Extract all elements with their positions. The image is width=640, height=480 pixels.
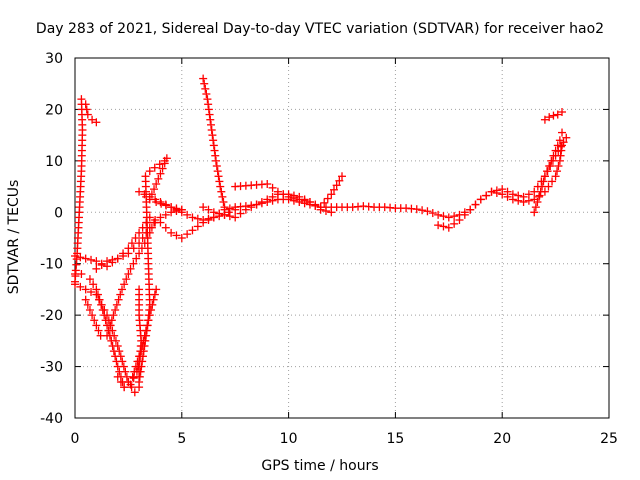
axis-ticks: 0 5 10 15 20 25 -40 -30 -20 -10 0 10 20 30 xyxy=(40,51,618,447)
y-axis-label: SDTVAR / TECUs xyxy=(6,180,22,295)
x-tick-label: 15 xyxy=(386,431,404,447)
x-axis-label: GPS time / hours xyxy=(261,458,378,474)
x-tick-label: 5 xyxy=(177,431,186,447)
y-tick-label: 30 xyxy=(45,51,63,67)
x-tick-label: 20 xyxy=(493,431,511,447)
data-points xyxy=(71,74,571,397)
chart-title: Day 283 of 2021, Sidereal Day-to-day VTE… xyxy=(36,21,604,37)
x-tick-label: 25 xyxy=(600,431,618,447)
y-tick-label: 0 xyxy=(54,205,63,221)
y-tick-label: -40 xyxy=(40,411,63,427)
plot-border xyxy=(74,57,610,419)
x-tick-label: 10 xyxy=(280,431,298,447)
x-tick-label: 0 xyxy=(71,431,80,447)
plot-frame xyxy=(74,57,610,419)
y-tick-label: 10 xyxy=(45,154,63,170)
y-tick-label: -20 xyxy=(40,308,63,324)
grid-lines xyxy=(75,58,609,418)
y-tick-label: -10 xyxy=(40,257,63,273)
y-tick-label: -30 xyxy=(40,360,63,376)
y-tick-label: 20 xyxy=(45,102,63,118)
labels: Day 283 of 2021, Sidereal Day-to-day VTE… xyxy=(6,21,604,474)
